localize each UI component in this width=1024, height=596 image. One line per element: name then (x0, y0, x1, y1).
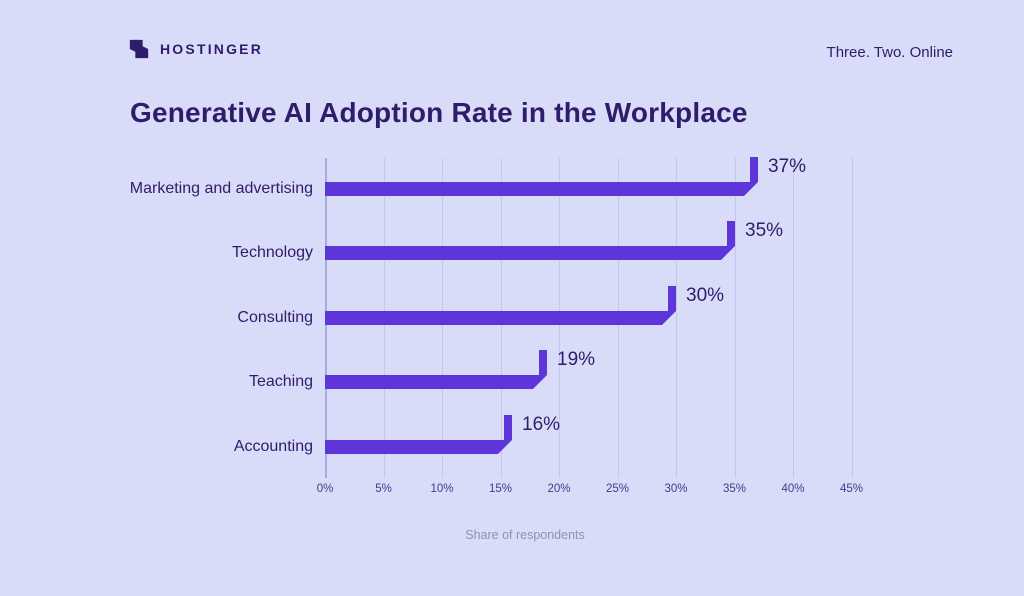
chart-title: Generative AI Adoption Rate in the Workp… (130, 97, 748, 128)
bar-value-label: 19% (557, 349, 596, 370)
x-tick-label: 25% (605, 483, 630, 495)
x-tick-label: 20% (547, 483, 571, 495)
category-label: Technology (232, 244, 313, 261)
bar-value-label: 37% (768, 156, 807, 177)
x-tick-label: 40% (781, 483, 805, 495)
x-tick-label: 0% (316, 483, 334, 495)
x-tick-label: 35% (722, 483, 747, 495)
hostinger-h-icon (128, 38, 150, 60)
gridline (851, 158, 853, 478)
bar (325, 221, 735, 260)
x-tick-label: 10% (430, 483, 454, 495)
category-label: Marketing and advertising (129, 180, 313, 197)
category-label: Consulting (237, 309, 313, 326)
gridline (676, 158, 677, 478)
gridline (793, 158, 794, 478)
bar (325, 415, 512, 454)
hostinger-logo: HOSTINGER (128, 38, 263, 60)
category-label: Accounting (233, 438, 313, 455)
x-tick-label: 30% (664, 483, 688, 495)
bar-value-label: 30% (686, 285, 725, 306)
bar (325, 350, 547, 389)
x-axis-title: Share of respondents (465, 528, 585, 542)
bar-value-label: 35% (745, 220, 784, 241)
x-tick-label: 5% (375, 483, 392, 495)
bar-value-label: 16% (522, 414, 561, 435)
x-tick-label: 15% (488, 483, 513, 495)
brand-tagline: Three. Two. Online (826, 44, 953, 61)
bar (325, 157, 758, 196)
x-tick-label: 45% (839, 483, 864, 495)
gridline (734, 158, 736, 478)
hostinger-wordmark: HOSTINGER (160, 41, 264, 57)
category-label: Teaching (248, 373, 313, 390)
